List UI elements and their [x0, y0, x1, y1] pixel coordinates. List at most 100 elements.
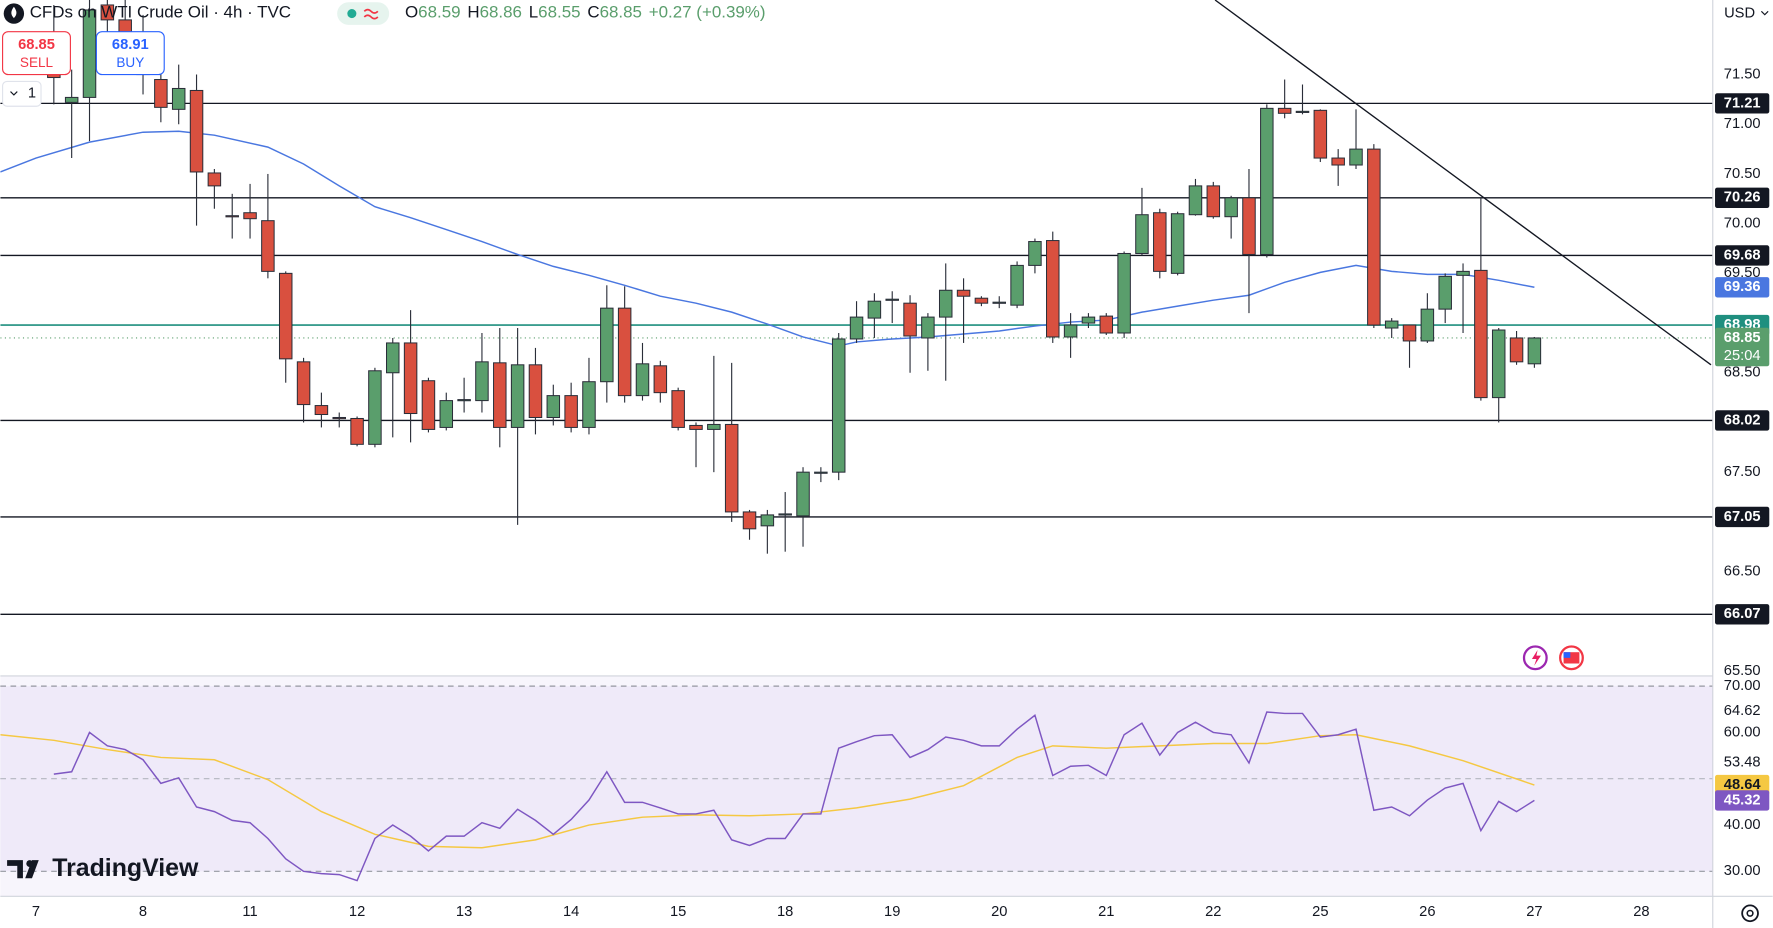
candle-body	[403, 342, 418, 415]
last-price-box	[1715, 327, 1770, 367]
candle-body	[1242, 197, 1256, 255]
flag-icon-canton	[1563, 652, 1571, 658]
sell-button[interactable]	[2, 31, 71, 76]
candle-body	[671, 390, 685, 428]
x-tick-label: 11	[242, 904, 257, 920]
last-price-label: 68.85	[1724, 330, 1761, 346]
rsi-ma-line	[0, 734, 1535, 849]
candle-body	[1260, 107, 1274, 255]
buy-button[interactable]	[95, 31, 165, 76]
rsi-tick-label: 60.00	[1724, 724, 1761, 740]
rsi-line	[53, 711, 1535, 882]
y-tick-label: 66.50	[1724, 563, 1761, 579]
candle-body	[742, 511, 757, 530]
rsi-label-box	[1715, 790, 1770, 811]
candle-body	[617, 307, 632, 397]
settings-button-core	[1746, 909, 1754, 917]
candle-body	[171, 87, 186, 110]
candle-body	[207, 172, 222, 187]
status-dot	[347, 9, 357, 19]
candle-body	[1456, 270, 1470, 276]
y-tick-label: 65.50	[1724, 663, 1761, 679]
candle-body	[1099, 315, 1114, 334]
rsi-tick-label: 53.48	[1724, 754, 1761, 770]
candle-body	[1117, 252, 1131, 334]
candle-body	[796, 471, 810, 517]
level-label: 67.05	[1724, 509, 1761, 525]
candle-body	[546, 395, 561, 418]
brand-logo-dot	[26, 860, 34, 867]
candle-body	[189, 89, 204, 173]
rsi-tick-label: 64.62	[1724, 703, 1761, 719]
sell-label: SELL	[20, 55, 54, 70]
sell-price: 68.85	[18, 37, 55, 53]
candle-body	[350, 417, 364, 445]
candle-body	[261, 220, 275, 272]
candle-body	[724, 423, 739, 513]
x-tick-label: 26	[1419, 904, 1435, 920]
candle-body	[100, 4, 115, 21]
y-tick-label: 67.50	[1724, 464, 1761, 480]
candle-body	[778, 513, 792, 516]
candle-body	[903, 302, 917, 337]
rsi-tick-label: 70.00	[1724, 678, 1761, 694]
ohlc-value: 68.86	[480, 3, 522, 22]
y-tick-label: 70.00	[1724, 216, 1761, 232]
candle-body	[243, 212, 257, 220]
rsi-tick-label: 40.00	[1724, 817, 1761, 833]
candle-body	[1527, 337, 1542, 365]
candle-body	[510, 364, 525, 428]
symbol-title[interactable]: CFDs on WTI Crude Oil · 4h · TVC	[30, 3, 291, 22]
ohlc-label: H	[467, 3, 479, 22]
candle-body	[1313, 109, 1328, 159]
settings-button[interactable]	[1741, 904, 1759, 923]
x-tick-label: 21	[1098, 904, 1114, 920]
candle-body	[386, 342, 400, 374]
candle-body	[600, 307, 614, 383]
candle-body	[1170, 213, 1185, 274]
moving-average-line	[0, 130, 1535, 347]
quantity-box[interactable]	[2, 80, 42, 107]
level-label: 68.02	[1724, 412, 1761, 428]
candle-body	[1367, 148, 1381, 326]
candle-body	[849, 316, 864, 340]
candle-body	[1188, 185, 1203, 216]
candle-body	[1384, 320, 1399, 329]
candle-body	[1491, 329, 1506, 399]
ohlc-label: C	[587, 3, 599, 22]
level-label-box	[1715, 604, 1770, 625]
candle-body	[314, 405, 329, 416]
candle-body	[885, 298, 899, 301]
candle-body	[653, 365, 668, 394]
currency[interactable]: USD	[1724, 5, 1755, 21]
ohlc-value: 68.55	[538, 3, 580, 22]
header: CFDs on WTI Crude Oil · 4h · TVC	[30, 3, 291, 22]
candle-body	[938, 289, 953, 318]
candle-body	[1010, 264, 1024, 306]
flag-icon	[1563, 652, 1580, 664]
event-icon-bolt	[1531, 649, 1541, 666]
x-tick-label: 20	[991, 904, 1007, 920]
candle-body	[760, 514, 775, 527]
ohlc-legend: O68.59 H68.86 L68.55 C68.85 +0.27 (+0.39%)	[405, 3, 766, 22]
status-wave	[363, 8, 379, 20]
candle-body	[1402, 324, 1417, 342]
axes: 7 8 11 12 13 14 15 18 19 20 21 22 25 26 27 28 71.50 71.00…	[32, 66, 1770, 920]
y-tick-label: 70.50	[1724, 166, 1761, 182]
x-tick-label: 27	[1526, 904, 1542, 920]
candle-body	[992, 301, 1007, 304]
candle-body	[278, 272, 293, 360]
candle-body	[1224, 197, 1238, 218]
candle-body	[831, 338, 846, 473]
x-tick-label: 7	[32, 904, 40, 920]
candle-body	[1081, 316, 1096, 324]
status-badge[interactable]	[337, 2, 390, 25]
candle-body	[1295, 110, 1310, 113]
level-label-box	[1715, 245, 1770, 266]
quantity-chevron	[10, 91, 18, 96]
candle-body	[1331, 157, 1345, 166]
level-label-box	[1715, 187, 1770, 208]
candle-body	[1420, 308, 1435, 342]
brand-name: TradingView	[52, 854, 199, 882]
